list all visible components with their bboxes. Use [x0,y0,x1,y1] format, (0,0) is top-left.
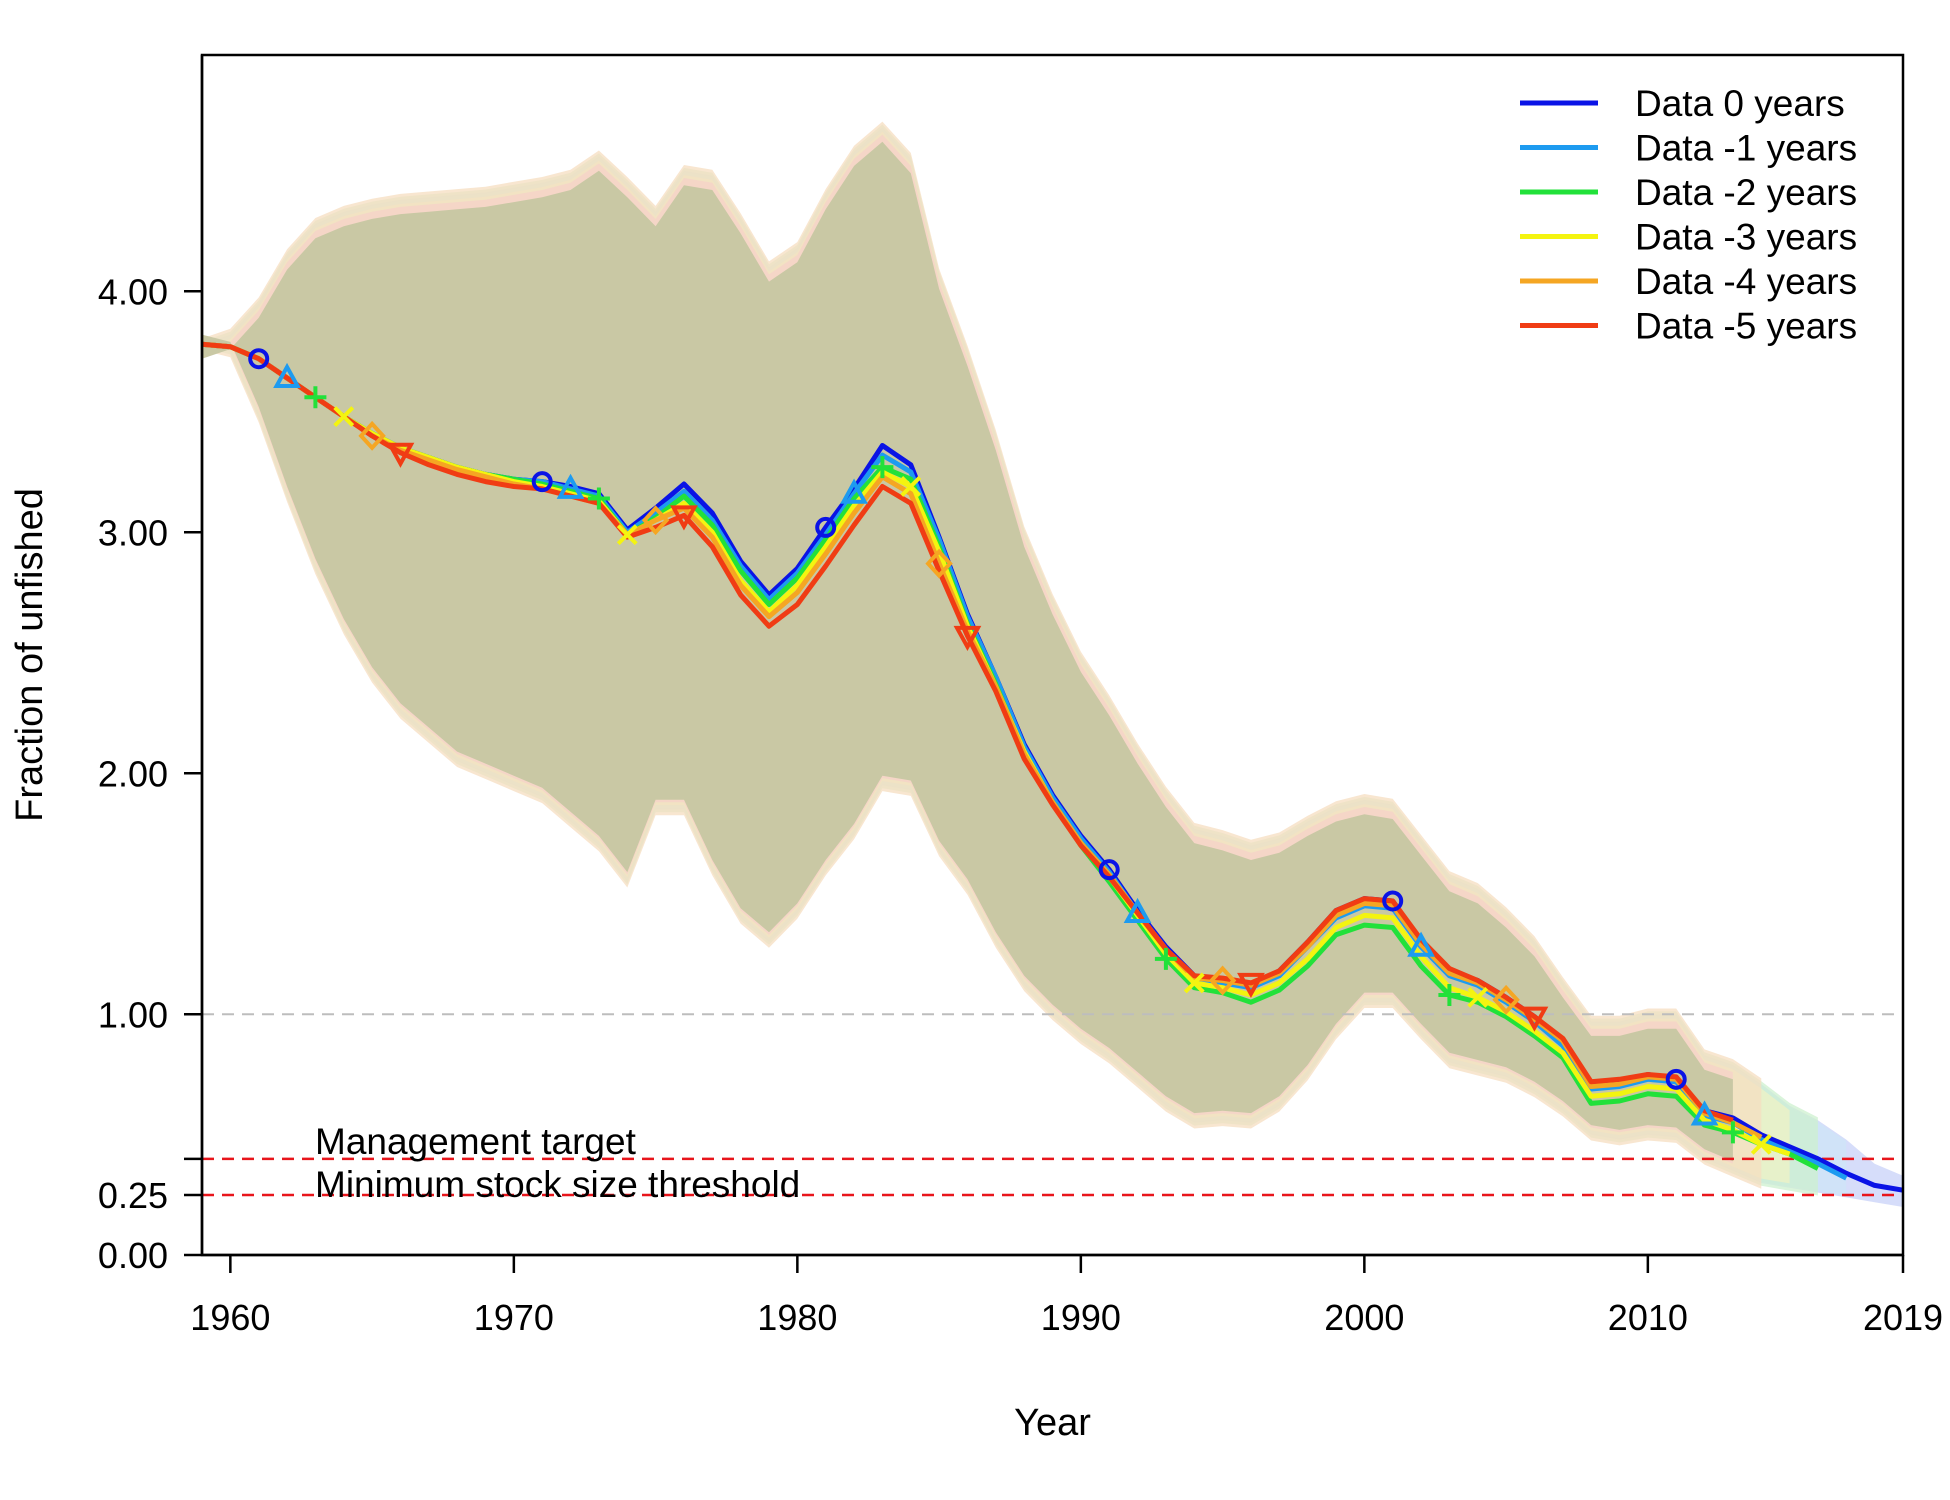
x-tick-label: 2010 [1608,1297,1688,1338]
series-marker [670,505,698,531]
series-marker [386,442,415,468]
series-marker [587,487,610,510]
y-tick-label: 1.00 [98,994,168,1035]
series-marker [953,625,982,652]
series-marker [1154,947,1177,970]
series-marker [333,406,355,427]
x-tick-label: 1990 [1041,1297,1121,1338]
y-tick-label: 0.00 [98,1235,168,1276]
series-lines [201,341,1904,1193]
series-marker [1520,1006,1549,1032]
series-marker [925,548,953,579]
legend-label: Data 0 years [1635,83,1845,124]
x-tick-label: 2000 [1324,1297,1404,1338]
x-tick-label: 1980 [757,1297,837,1338]
x-tick-label: 2019 [1863,1297,1943,1338]
series-marker [1438,983,1461,1006]
series-marker [1382,890,1404,912]
x-axis-title: Year [1014,1402,1091,1444]
series-marker [1665,1068,1687,1090]
series-marker [1467,986,1489,1008]
series-marker [1492,984,1520,1015]
reference-lines: Management target Minimum stock size thr… [202,1013,1903,1205]
series-marker [1123,897,1152,924]
series-marker [1183,972,1205,994]
series-marker [273,362,301,389]
y-tick-label: 4.00 [98,271,168,312]
legend-label: Data -3 years [1635,217,1857,258]
x-axis: 1960 1970 1980 1990 2000 2010 2019 Year [190,1253,1943,1444]
y-axis-title: Fraction of unfished [9,488,51,822]
legend-label: Data -4 years [1635,261,1857,302]
series-marker [304,386,327,409]
series-marker [616,524,638,546]
series-marker [1407,931,1435,957]
management-target-label: Management target [315,1121,637,1162]
series-marker [358,420,386,451]
legend-label: Data -2 years [1635,172,1857,213]
series-marker [1721,1121,1744,1144]
legend-label: Data -1 years [1635,128,1857,169]
series-marker [815,516,837,538]
series-marker [556,473,585,499]
series-marker [1098,859,1120,881]
series-marker [1690,1100,1719,1126]
series-markers [248,348,1772,1155]
series-line [201,341,1734,1123]
series-marker [840,478,868,504]
series-marker [1750,1133,1772,1155]
minimum-stock-size-threshold-label: Minimum stock size threshold [315,1164,800,1205]
y-axis: 0.00 0.25 1.00 2.00 3.00 4.00 Fraction o… [9,55,204,1276]
x-tick-label: 1960 [190,1297,270,1338]
y-tick-label: 2.00 [98,753,168,794]
legend: Data 0 years Data -1 years Data -2 years… [1520,83,1857,347]
series-marker [531,471,553,493]
legend-label: Data -5 years [1635,306,1857,347]
series-marker [871,456,894,479]
series-marker [1237,972,1265,999]
y-tick-label: 0.25 [98,1175,168,1216]
series-marker [1208,965,1237,996]
series-marker [248,348,270,370]
series-marker [641,505,670,536]
series-marker [900,476,922,497]
y-tick-label: 3.00 [98,512,168,553]
x-tick-label: 1970 [474,1297,554,1338]
